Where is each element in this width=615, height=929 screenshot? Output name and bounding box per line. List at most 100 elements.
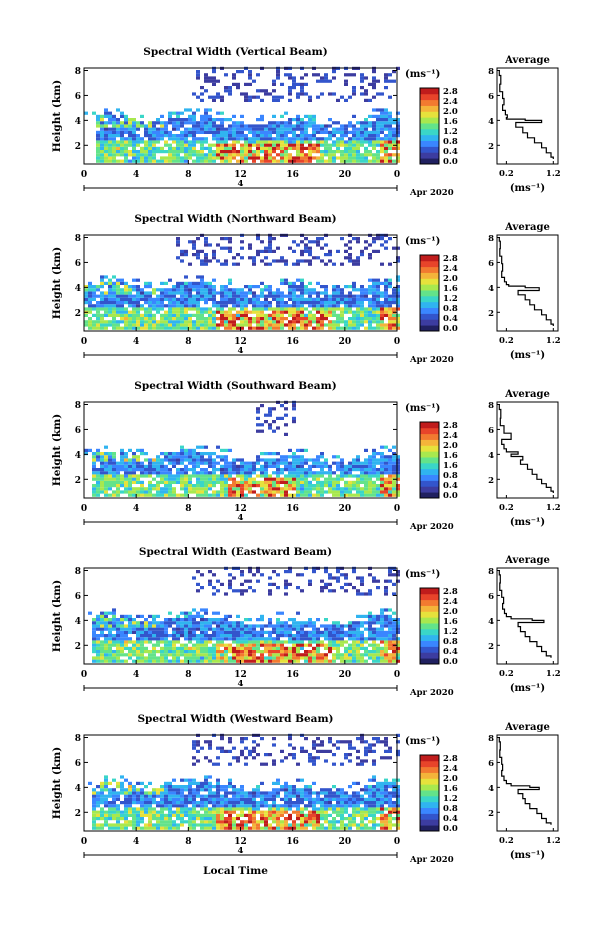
- heatmap-cell: [172, 474, 176, 478]
- heatmap-cell: [388, 320, 392, 324]
- heatmap-cell: [392, 288, 396, 292]
- heatmap-cell: [340, 487, 344, 491]
- heatmap-cell: [216, 621, 220, 625]
- heatmap-cell: [132, 130, 136, 134]
- heatmap-cell: [204, 624, 208, 628]
- heatmap-cell: [280, 82, 284, 86]
- heatmap-cell: [264, 624, 268, 628]
- heatmap-cell: [312, 653, 316, 657]
- heatmap-cell: [244, 624, 248, 628]
- y-axis-label: Height (km): [51, 247, 63, 319]
- heatmap-cell: [136, 313, 140, 317]
- heatmap-cell: [188, 634, 192, 638]
- heatmap-cell: [152, 659, 156, 663]
- heatmap-cell: [176, 640, 180, 644]
- heatmap-cell: [240, 301, 244, 305]
- heatmap-cell: [100, 304, 104, 308]
- heatmap-cell: [188, 294, 192, 298]
- heatmap-cell: [340, 294, 344, 298]
- heatmap-cell: [96, 614, 100, 618]
- heatmap-cell: [348, 297, 352, 301]
- heatmap-cell: [308, 637, 312, 641]
- heatmap-cell: [120, 474, 124, 478]
- heatmap-cell: [380, 614, 384, 618]
- heatmap-cell: [128, 487, 132, 491]
- heatmap-cell: [240, 650, 244, 654]
- heatmap-cell: [216, 92, 220, 96]
- heatmap-cell: [140, 643, 144, 647]
- heatmap-cell: [240, 634, 244, 638]
- heatmap-cell: [392, 137, 396, 141]
- heatmap-cell: [276, 618, 280, 622]
- heatmap-cell: [268, 458, 272, 462]
- heatmap-cell: [92, 307, 96, 311]
- heatmap-cell: [384, 608, 388, 612]
- heatmap-cell: [380, 477, 384, 481]
- heatmap-cell: [124, 156, 128, 160]
- heatmap-cell: [168, 788, 172, 792]
- heatmap-cell: [108, 804, 112, 808]
- heatmap-cell: [372, 304, 376, 308]
- heatmap-cell: [364, 313, 368, 317]
- heatmap-cell: [268, 326, 272, 330]
- heatmap-cell: [328, 249, 332, 253]
- heatmap-cell: [204, 650, 208, 654]
- heatmap-cell: [240, 461, 244, 465]
- heatmap-cell: [208, 570, 212, 574]
- heatmap-cell: [360, 320, 364, 324]
- heatmap-cell: [308, 320, 312, 324]
- heatmap-cell: [132, 304, 136, 308]
- heatmap-cell: [252, 140, 256, 144]
- heatmap-cell: [392, 246, 396, 250]
- heatmap-cell: [240, 471, 244, 475]
- heatmap-cell: [284, 455, 288, 459]
- heatmap-cell: [228, 650, 232, 654]
- heatmap-cell: [240, 646, 244, 650]
- heatmap-cell: [100, 656, 104, 660]
- heatmap-cell: [200, 326, 204, 330]
- heatmap-cell: [232, 114, 236, 118]
- heatmap-cell: [84, 448, 88, 452]
- heatmap-cell: [384, 493, 388, 497]
- heatmap-cell: [208, 323, 212, 327]
- heatmap-cell: [152, 801, 156, 805]
- heatmap-cell: [360, 576, 364, 580]
- heatmap-cell: [388, 95, 392, 99]
- heatmap-cell: [388, 573, 392, 577]
- heatmap-cell: [384, 114, 388, 118]
- heatmap-cell: [324, 243, 328, 247]
- heatmap-cell: [376, 627, 380, 631]
- heatmap-cell: [240, 624, 244, 628]
- heatmap-cell: [312, 484, 316, 488]
- heatmap-cell: [140, 326, 144, 330]
- heatmap-cell: [348, 146, 352, 150]
- heatmap-cell: [396, 484, 400, 488]
- heatmap-cell: [324, 291, 328, 295]
- heatmap-cell: [248, 76, 252, 80]
- heatmap-cell: [144, 297, 148, 301]
- average-x-label: (ms⁻¹): [510, 517, 545, 528]
- heatmap-cell: [128, 490, 132, 494]
- heatmap-cell: [292, 291, 296, 295]
- heatmap-cell: [116, 791, 120, 795]
- heatmap-cell: [160, 637, 164, 641]
- heatmap-cell: [272, 127, 276, 131]
- heatmap-cell: [328, 297, 332, 301]
- x-tick-label: 8: [185, 337, 191, 347]
- heatmap-cell: [204, 643, 208, 647]
- heatmap-cell: [356, 127, 360, 131]
- heatmap-cell: [148, 320, 152, 324]
- heatmap-cell: [212, 134, 216, 138]
- heatmap-cell: [252, 320, 256, 324]
- heatmap-cell: [304, 487, 308, 491]
- heatmap-cell: [108, 807, 112, 811]
- heatmap-cell: [96, 159, 100, 163]
- heatmap-cell: [328, 92, 332, 96]
- heatmap-cell: [96, 794, 100, 798]
- heatmap-cell: [196, 124, 200, 128]
- heatmap-cell: [196, 275, 200, 279]
- heatmap-cell: [304, 643, 308, 647]
- heatmap-cell: [136, 288, 140, 292]
- heatmap-cell: [140, 124, 144, 128]
- heatmap-cell: [308, 159, 312, 163]
